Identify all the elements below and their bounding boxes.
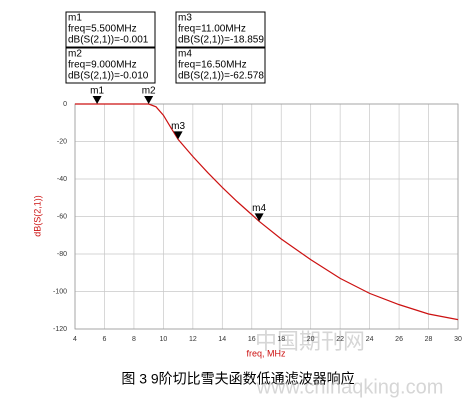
marker-triangle: [144, 96, 154, 105]
marker-label: m1: [90, 86, 104, 97]
y-tick-label: -60: [57, 213, 67, 220]
marker-triangle: [173, 131, 183, 140]
y-tick-label: 0: [63, 101, 67, 108]
x-tick-label: 8: [132, 336, 136, 343]
marker-box: [175, 47, 266, 84]
y-axis-label: dB(S(2,1)): [32, 195, 42, 237]
x-tick-label: 30: [454, 336, 462, 343]
marker-box: [175, 11, 266, 48]
x-tick-label: 10: [159, 336, 167, 343]
marker-label: m4: [252, 203, 266, 214]
x-axis-label: freq, MHz: [246, 348, 286, 358]
marker-triangle: [92, 96, 102, 105]
plot-frame: [74, 103, 459, 330]
x-tick-label: 18: [277, 336, 285, 343]
marker-box-value: dB(S(2,1))=-0.001: [68, 35, 149, 46]
marker-box-name: m4: [178, 49, 192, 60]
marker-box-value: dB(S(2,1))=-62.578: [178, 71, 264, 82]
watermark-url: www.chinaqking.com: [256, 376, 444, 398]
x-tick-label: 24: [366, 336, 374, 343]
x-tick-label: 4: [73, 336, 77, 343]
marker-box-name: m1: [68, 13, 82, 24]
x-tick-label: 14: [218, 336, 226, 343]
y-tick-label: -20: [57, 138, 67, 145]
marker-box-name: m3: [178, 13, 192, 24]
x-tick-label: 28: [425, 336, 433, 343]
line-series: [75, 103, 459, 321]
caption: 图 3 9阶切比雪夫函数低通滤波器响应: [121, 371, 354, 387]
x-tick-label: 22: [336, 336, 344, 343]
y-tick-label: -80: [57, 251, 67, 258]
x-tick-label: 6: [103, 336, 107, 343]
x-tick-label: 16: [248, 336, 256, 343]
marker-box-freq: freq=5.500MHz: [68, 24, 137, 35]
marker-box-name: m2: [68, 49, 82, 60]
y-tick-label: -100: [53, 288, 67, 295]
marker-box-freq: freq=16.50MHz: [178, 60, 247, 71]
x-tick-label: 26: [395, 336, 403, 343]
marker-box-value: dB(S(2,1))=-0.010: [68, 71, 149, 82]
watermark: 中国期刊网: [255, 329, 365, 354]
x-tick-label: 20: [307, 336, 315, 343]
y-tick-label: -120: [53, 326, 67, 333]
marker-box-freq: freq=11.00MHz: [178, 24, 246, 35]
marker-label: m3: [171, 121, 185, 132]
marker-label: m2: [142, 86, 156, 97]
marker-box: [65, 11, 156, 48]
x-tick-label: 12: [189, 336, 197, 343]
marker-box: [65, 47, 156, 84]
y-tick-label: -40: [57, 176, 67, 183]
marker-box-value: dB(S(2,1))=-18.859: [178, 35, 264, 46]
marker-box-freq: freq=9.000MHz: [68, 60, 137, 71]
marker-triangle: [254, 213, 264, 222]
